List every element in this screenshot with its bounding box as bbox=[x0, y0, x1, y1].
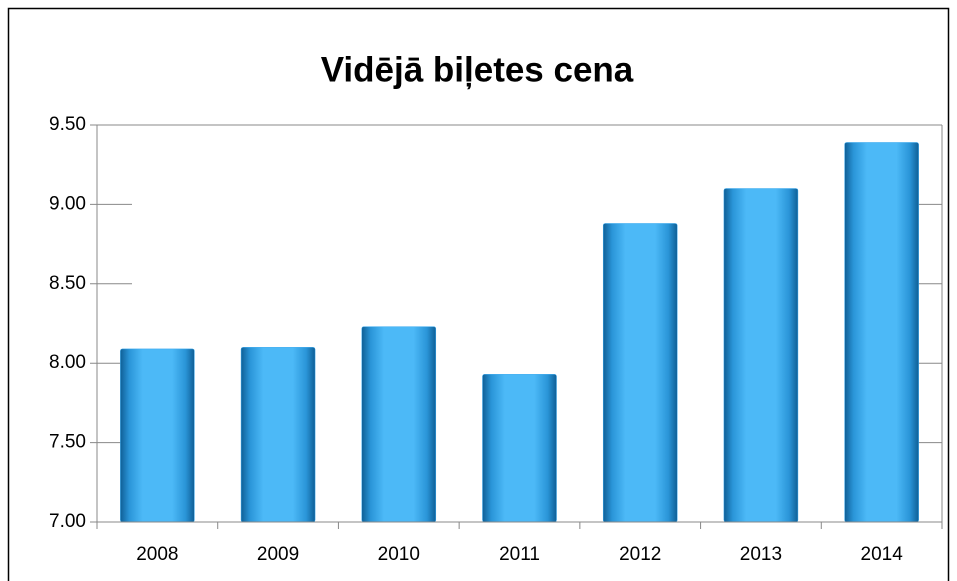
chart-title: Vidējā biļetes cena bbox=[321, 50, 634, 89]
x-tick-label: 2010 bbox=[378, 544, 420, 565]
bar bbox=[482, 374, 557, 523]
x-tick-label: 2013 bbox=[740, 544, 782, 565]
x-tick-label: 2009 bbox=[257, 544, 299, 565]
y-tick-label: 8.50 bbox=[49, 273, 86, 294]
x-tick-label: 2011 bbox=[499, 544, 540, 565]
bar bbox=[844, 142, 919, 523]
bar bbox=[120, 348, 195, 523]
bar bbox=[361, 326, 437, 523]
bar bbox=[723, 188, 799, 523]
y-tick-label: 9.00 bbox=[49, 193, 86, 214]
bar bbox=[240, 347, 316, 523]
y-tick-label: 9.50 bbox=[49, 114, 86, 135]
y-tick-label: 8.00 bbox=[49, 352, 86, 373]
bar bbox=[602, 223, 678, 523]
x-tick-label: 2008 bbox=[136, 544, 178, 565]
x-tick-label: 2014 bbox=[861, 544, 904, 565]
y-tick-label: 7.50 bbox=[49, 432, 86, 453]
y-tick-label: 7.00 bbox=[49, 511, 86, 532]
x-tick-label: 2012 bbox=[619, 544, 661, 565]
